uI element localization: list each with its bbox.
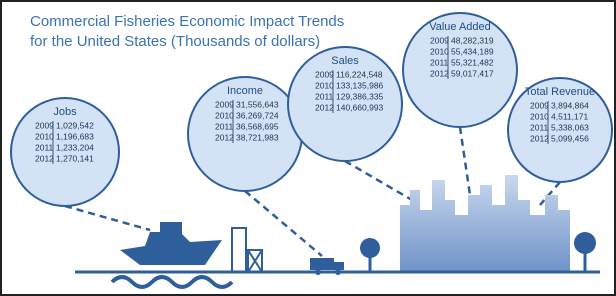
year: 2012 bbox=[35, 153, 54, 163]
year: 2011 bbox=[530, 122, 549, 132]
wheel bbox=[315, 269, 321, 275]
value: 55,321,482 bbox=[451, 57, 494, 67]
year: 2012 bbox=[215, 132, 234, 142]
panel-label: Sales bbox=[331, 55, 359, 67]
value: 4,511,171 bbox=[551, 111, 588, 121]
value: 1,233,204 bbox=[56, 142, 94, 152]
value: 1,029,542 bbox=[56, 120, 94, 130]
tree bbox=[574, 232, 596, 254]
value: 5,099,456 bbox=[551, 133, 589, 143]
value: 1,196,683 bbox=[56, 131, 94, 141]
year: 2012 bbox=[315, 102, 334, 112]
year: 2009 bbox=[315, 69, 334, 79]
wheel bbox=[335, 269, 341, 275]
year: 2010 bbox=[530, 111, 549, 121]
truck bbox=[310, 258, 334, 270]
year: 2009 bbox=[215, 99, 234, 109]
value: 116,224,548 bbox=[336, 69, 383, 79]
year: 2011 bbox=[430, 57, 449, 67]
value: 5,338,063 bbox=[551, 122, 589, 132]
panel-label: Income bbox=[227, 85, 263, 97]
value: 31,556,643 bbox=[236, 99, 279, 109]
value: 55,434,189 bbox=[451, 46, 494, 56]
year: 2012 bbox=[430, 68, 449, 78]
year: 2009 bbox=[530, 100, 549, 110]
truck-cab bbox=[334, 262, 344, 270]
value: 36,568,695 bbox=[236, 121, 279, 131]
year: 2009 bbox=[430, 35, 449, 45]
title-line: for the United States (Thousands of doll… bbox=[30, 33, 320, 50]
panel-label: Value Added bbox=[429, 21, 491, 33]
value: 140,660,993 bbox=[336, 102, 384, 112]
year: 2009 bbox=[35, 120, 54, 130]
panel-label: Total Revenue bbox=[525, 86, 595, 98]
value: 48,282,319 bbox=[451, 35, 494, 45]
value: 3,894,864 bbox=[551, 100, 589, 110]
year: 2010 bbox=[315, 80, 334, 90]
year: 2011 bbox=[35, 142, 54, 152]
year: 2010 bbox=[430, 46, 449, 56]
year: 2011 bbox=[215, 121, 234, 131]
value: 36,269,724 bbox=[236, 110, 279, 120]
title-line: Commercial Fisheries Economic Impact Tre… bbox=[30, 13, 344, 30]
year: 2012 bbox=[530, 133, 549, 143]
value: 38,721,983 bbox=[236, 132, 279, 142]
tree bbox=[360, 238, 380, 258]
value: 59,017,417 bbox=[451, 68, 494, 78]
year: 2010 bbox=[215, 110, 234, 120]
value: 133,135,986 bbox=[336, 80, 384, 90]
year: 2011 bbox=[315, 91, 334, 101]
year: 2010 bbox=[35, 131, 54, 141]
value: 1,270,141 bbox=[56, 153, 94, 163]
value: 129,386,335 bbox=[336, 91, 384, 101]
panel-label: Jobs bbox=[53, 106, 77, 118]
infographic: Commercial Fisheries Economic Impact Tre… bbox=[0, 0, 616, 296]
ship-cabin bbox=[160, 222, 182, 234]
